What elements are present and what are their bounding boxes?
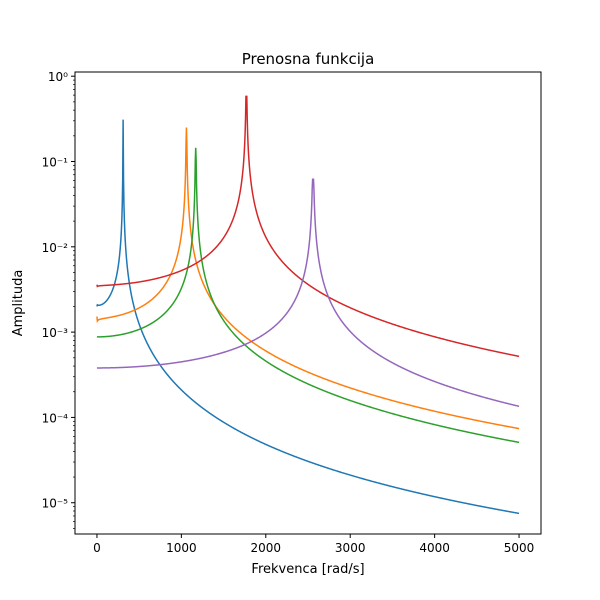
series-line [96,95,520,358]
series-line [96,147,520,444]
y-axis-ticks: 10⁻⁵ 10⁻⁴ 10⁻³ 10⁻² 10⁻¹ 10⁰ [42,70,75,529]
series-lines [96,95,520,515]
series-line [96,127,520,430]
y-axis-label: Amplituda [11,270,26,337]
x-tick-label: 4000 [419,541,450,555]
y-tick-label: 10⁻⁵ [42,497,69,511]
series-line [96,178,520,408]
y-tick-label: 10⁻² [42,241,69,255]
y-tick-label: 10⁻³ [42,326,69,340]
x-tick-label: 3000 [335,541,366,555]
x-tick-label: 0 [93,541,101,555]
x-tick-label: 2000 [251,541,282,555]
y-tick-label: 10⁻⁴ [42,411,69,425]
series-line [96,119,520,515]
x-axis-ticks: 0 1000 2000 3000 4000 5000 [93,534,534,555]
x-tick-label: 5000 [504,541,535,555]
x-axis-label: Frekvenca [rad/s] [251,562,364,577]
plot-frame [74,71,542,535]
chart-title: Prenosna funkcija [242,50,375,68]
y-tick-label: 10⁻¹ [42,156,69,170]
x-tick-label: 1000 [166,541,197,555]
y-tick-label: 10⁰ [48,70,68,84]
